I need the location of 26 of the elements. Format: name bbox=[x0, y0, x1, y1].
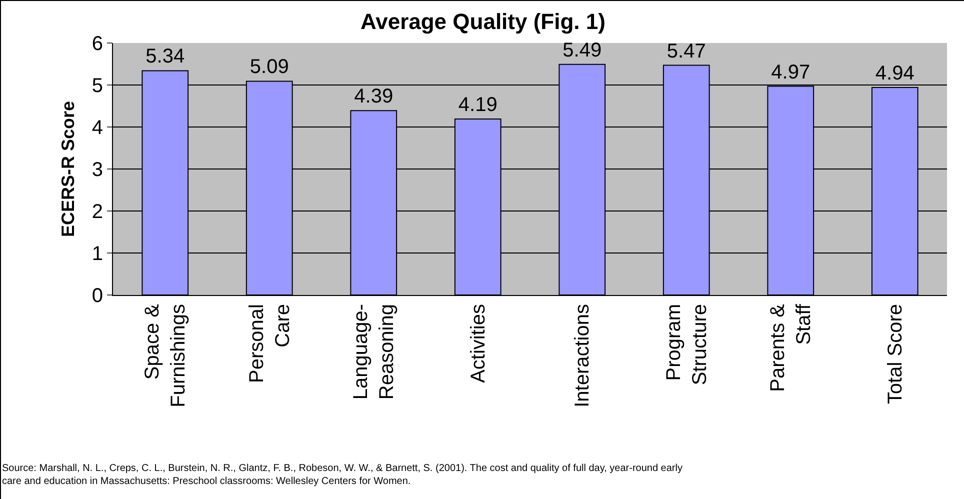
source-note: Source: Marshall, N. L., Creps, C. L., Burstein, N. R., Glantz, F. B., Robeson, W. W., & Barnett, S. (2001). The cost and quality of full day, year-round early care and education in Massachusetts: Preschool classrooms: Wellesley Centers for Women. bbox=[2, 463, 682, 487]
y-tick-label: 5 bbox=[92, 75, 103, 97]
data-label: 4.19 bbox=[458, 94, 498, 116]
y-tick-label: 6 bbox=[92, 33, 103, 55]
x-tick-label: Personal Care bbox=[246, 304, 294, 383]
x-tick-label: Activities bbox=[467, 304, 490, 383]
data-label: 5.09 bbox=[250, 56, 289, 78]
x-tick-label: Total Score bbox=[884, 304, 906, 404]
y-tick-label: 1 bbox=[92, 243, 103, 265]
data-label: 5.49 bbox=[562, 39, 602, 62]
y-tick-label: 3 bbox=[92, 159, 103, 181]
data-label: 4.97 bbox=[771, 61, 810, 84]
data-label: 4.94 bbox=[875, 62, 914, 85]
x-tick-label: Language- Reasoning bbox=[350, 304, 398, 400]
y-tick-label: 0 bbox=[92, 285, 103, 307]
y-tick-label: 2 bbox=[92, 201, 103, 223]
x-tick-label: Interactions bbox=[572, 304, 594, 408]
y-axis-title: ECERS-R Score bbox=[58, 100, 78, 238]
data-label: 5.34 bbox=[146, 46, 185, 68]
x-tick-label: Space & Furnishings bbox=[142, 303, 190, 408]
chart-title: Average Quality (Fig. 1) bbox=[360, 8, 606, 34]
x-tick-label: Program Structure bbox=[662, 304, 711, 386]
y-tick-label: 4 bbox=[92, 117, 103, 139]
x-tick-label: Parents & Staff bbox=[767, 303, 816, 392]
data-label: 5.47 bbox=[666, 40, 706, 62]
data-label: 4.39 bbox=[354, 86, 394, 108]
